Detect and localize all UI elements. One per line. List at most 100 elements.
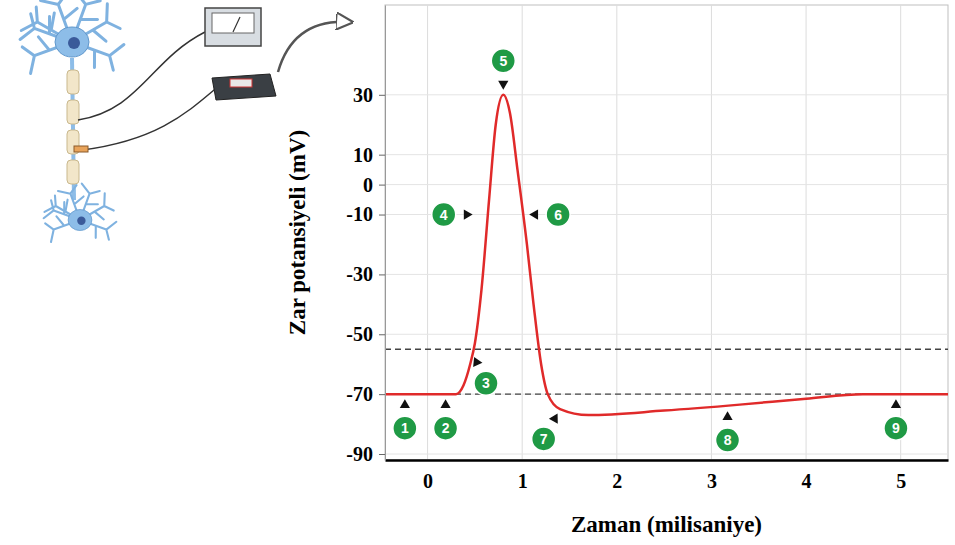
y-tick: 0 bbox=[363, 174, 385, 196]
annotation-label: 6 bbox=[554, 207, 562, 223]
recorder bbox=[212, 74, 276, 100]
annotation-label: 7 bbox=[540, 431, 548, 447]
grid-line-x bbox=[522, 5, 523, 460]
voltmeter-needle bbox=[233, 17, 240, 32]
voltmeter-face bbox=[212, 13, 254, 33]
voltmeter bbox=[205, 8, 261, 46]
annotation: 3 bbox=[470, 355, 499, 395]
annotation-badge bbox=[393, 416, 417, 440]
annotation-badge bbox=[884, 416, 908, 440]
x-tick-label: 5 bbox=[896, 470, 906, 492]
grid-line-y bbox=[385, 334, 948, 335]
annotation-badge bbox=[546, 203, 570, 227]
annotation-pointer bbox=[470, 355, 483, 367]
annotation-badge bbox=[432, 203, 456, 227]
grid-line-x bbox=[711, 5, 712, 460]
grid-line-y bbox=[385, 454, 948, 455]
annotation: 2 bbox=[434, 399, 458, 440]
electrode-wire bbox=[82, 85, 220, 150]
annotation-badge bbox=[474, 371, 498, 395]
y-tick-mark bbox=[379, 274, 385, 275]
y-tick: -10 bbox=[346, 203, 385, 225]
grid-line-y bbox=[385, 274, 948, 275]
plot-area bbox=[385, 95, 948, 415]
y-tick: -50 bbox=[346, 323, 385, 345]
grid-line-x bbox=[806, 5, 807, 460]
y-tick-label: 10 bbox=[353, 144, 373, 166]
y-tick-mark bbox=[379, 215, 385, 216]
grid-line-x bbox=[900, 5, 901, 460]
y-tick-mark bbox=[379, 334, 385, 335]
grid-line-x bbox=[427, 5, 428, 460]
grid-line-y bbox=[385, 154, 948, 155]
y-tick: 10 bbox=[353, 144, 385, 166]
y-axis: 30 10 0 -10 -30 -50 -70 -90 bbox=[346, 6, 385, 465]
x-tick-label: 1 bbox=[518, 470, 528, 492]
y-tick-mark bbox=[379, 454, 385, 455]
x-tick-label: 0 bbox=[423, 470, 433, 492]
y-tick: 30 bbox=[353, 84, 385, 106]
annotation: 6 bbox=[529, 203, 570, 227]
annotation-badge bbox=[491, 49, 515, 73]
electrode-wire bbox=[78, 32, 205, 120]
annotation-label: 5 bbox=[499, 53, 507, 69]
annotation-pointer bbox=[400, 399, 410, 408]
y-tick-label: -70 bbox=[346, 383, 373, 405]
y-axis-title: Zar potansiyeli (mV) bbox=[285, 130, 310, 335]
pointer-arrow bbox=[278, 22, 350, 72]
y-tick-label: -10 bbox=[346, 203, 373, 225]
soma bbox=[68, 210, 92, 231]
reference-line bbox=[385, 349, 948, 350]
myelin bbox=[67, 160, 79, 184]
y-tick-mark bbox=[379, 155, 385, 156]
x-tick: 1 bbox=[518, 460, 528, 492]
annotation-badge bbox=[532, 427, 556, 451]
soma bbox=[55, 27, 89, 57]
plot-frame bbox=[385, 5, 948, 460]
x-axis-line bbox=[386, 459, 949, 462]
myelin bbox=[67, 70, 79, 94]
annotation-label: 4 bbox=[440, 207, 448, 223]
annotation-label: 9 bbox=[892, 420, 900, 436]
lower-neuron bbox=[44, 184, 117, 242]
y-tick-label: -90 bbox=[346, 443, 373, 465]
y-tick-mark bbox=[379, 95, 385, 96]
y-tick-label: 30 bbox=[353, 84, 373, 106]
x-tick: 5 bbox=[896, 460, 906, 492]
y-axis-line bbox=[385, 6, 386, 461]
nucleus bbox=[68, 37, 80, 49]
annotation-label: 1 bbox=[401, 420, 409, 436]
annotation-pointer bbox=[529, 209, 538, 219]
x-axis-title: Zaman (milisaniye) bbox=[571, 512, 762, 537]
y-tick: -70 bbox=[346, 383, 385, 405]
x-tick: 4 bbox=[802, 460, 812, 492]
grid-line-y bbox=[385, 94, 948, 95]
annotation: 8 bbox=[716, 411, 740, 452]
nucleus bbox=[77, 217, 85, 225]
annotation: 4 bbox=[432, 203, 473, 227]
chart-root: 0 1 2 3 4 5 30 10 0 -10 -30 -50 -70 -90 Zaman (milisan… bbox=[0, 0, 955, 545]
annotation-label: 8 bbox=[724, 432, 732, 448]
x-tick: 3 bbox=[707, 460, 717, 492]
electrode-tip bbox=[74, 146, 88, 152]
grid bbox=[385, 5, 948, 460]
x-tick: 0 bbox=[423, 460, 433, 492]
annotation: 5 bbox=[491, 49, 515, 90]
y-tick-label: -30 bbox=[346, 263, 373, 285]
annotation-label: 2 bbox=[442, 420, 450, 436]
y-tick-mark bbox=[379, 185, 385, 186]
annotation-pointer bbox=[498, 81, 508, 90]
y-tick-label: -50 bbox=[346, 323, 373, 345]
y-tick: -90 bbox=[346, 443, 385, 465]
y-tick-mark bbox=[379, 394, 385, 395]
x-tick-label: 4 bbox=[802, 470, 812, 492]
membrane-potential-line bbox=[385, 95, 948, 415]
annotation-pointer bbox=[549, 411, 562, 424]
annotation-pointer bbox=[440, 399, 450, 408]
annotations: 1 2 3 4 5 6 7 8 9 bbox=[393, 49, 908, 452]
x-tick-label: 3 bbox=[707, 470, 717, 492]
annotation: 7 bbox=[532, 411, 562, 451]
annotation-badge bbox=[434, 416, 458, 440]
annotation: 9 bbox=[884, 399, 908, 440]
annotation: 1 bbox=[393, 399, 417, 440]
